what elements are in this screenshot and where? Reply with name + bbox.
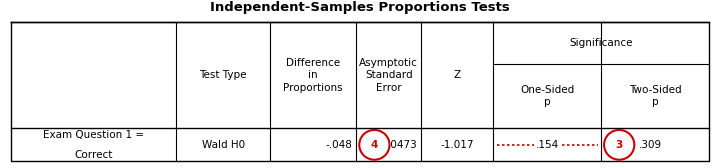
- Text: Exam Question 1 =: Exam Question 1 =: [43, 130, 144, 140]
- Text: .154: .154: [536, 140, 559, 150]
- Text: Independent-Samples Proportions Tests: Independent-Samples Proportions Tests: [210, 1, 510, 14]
- Text: One-Sided
p: One-Sided p: [520, 85, 575, 107]
- Text: Correct: Correct: [74, 150, 113, 160]
- Text: Test Type: Test Type: [199, 70, 247, 80]
- Text: -1.017: -1.017: [441, 140, 474, 150]
- Text: Difference
in
Proportions: Difference in Proportions: [284, 58, 343, 93]
- Text: Significance: Significance: [570, 38, 633, 48]
- Text: .309: .309: [639, 140, 662, 150]
- Text: .0473: .0473: [388, 140, 418, 150]
- Text: Z: Z: [454, 70, 461, 80]
- Text: 3: 3: [616, 140, 623, 150]
- Text: Asymptotic
Standard
Error: Asymptotic Standard Error: [359, 58, 418, 93]
- Text: Two-Sided
p: Two-Sided p: [629, 85, 682, 107]
- Text: 4: 4: [371, 140, 378, 150]
- Text: Wald H0: Wald H0: [202, 140, 245, 150]
- Text: -.048: -.048: [326, 140, 353, 150]
